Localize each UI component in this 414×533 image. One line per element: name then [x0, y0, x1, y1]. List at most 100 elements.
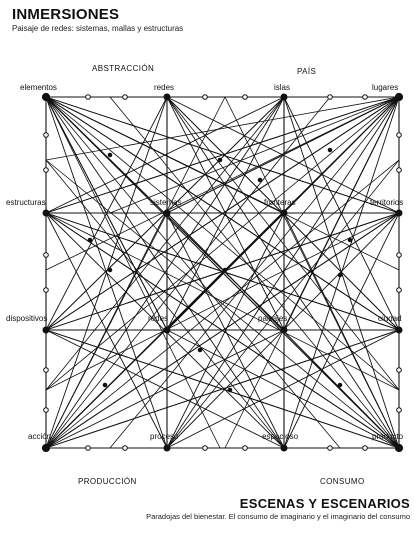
- edge: [45, 159, 285, 449]
- node-label-redes: redes: [154, 83, 175, 92]
- node-label-islas: islas: [274, 83, 291, 92]
- small-node: [43, 367, 49, 373]
- edge: [166, 96, 400, 449]
- node-label-paisajes: paisajes: [258, 314, 288, 323]
- small-node: [396, 287, 402, 293]
- node: [257, 177, 263, 183]
- small-node: [396, 407, 402, 413]
- node: [87, 237, 93, 243]
- edge: [166, 212, 285, 449]
- node: [217, 157, 223, 163]
- group-label-produccion: PRODUCCIÓN: [78, 477, 137, 486]
- edge: [45, 96, 221, 449]
- edge: [166, 159, 400, 449]
- node: [280, 444, 288, 452]
- edge: [45, 329, 400, 449]
- edge: [45, 96, 341, 449]
- small-node: [43, 407, 49, 413]
- node-label-lugares: lugares: [372, 83, 399, 92]
- edge: [45, 96, 226, 449]
- group-label-abstraccion: ABSTRACCIÓN: [92, 64, 155, 73]
- node: [280, 93, 288, 101]
- edge: [45, 96, 285, 391]
- node-label-accion: acción: [28, 432, 52, 441]
- edge: [45, 212, 400, 449]
- node: [280, 326, 288, 334]
- edge: [45, 96, 400, 271]
- node: [41, 443, 51, 453]
- edge: [45, 96, 400, 391]
- edge: [45, 212, 400, 331]
- small-node: [396, 367, 402, 373]
- edge: [224, 96, 400, 449]
- small-node: [85, 94, 91, 100]
- small-node: [362, 94, 368, 100]
- node: [107, 152, 113, 158]
- small-node: [362, 445, 368, 451]
- small-node: [202, 94, 208, 100]
- diagram-title: INMERSIONES: [12, 6, 120, 23]
- node: [102, 382, 108, 388]
- node: [280, 209, 288, 217]
- node-label-fronteras: fronteras: [264, 198, 296, 207]
- node: [395, 326, 403, 334]
- small-node: [85, 445, 91, 451]
- edge: [45, 96, 400, 449]
- node: [394, 443, 404, 453]
- footer-subtitle: Paradojas del bienestar. El consumo de i…: [146, 512, 410, 521]
- node: [222, 267, 228, 273]
- node: [197, 347, 203, 353]
- small-node: [327, 94, 333, 100]
- node: [41, 92, 51, 102]
- node: [227, 387, 233, 393]
- edge: [45, 329, 285, 449]
- node-label-sistemas: sistemas: [150, 198, 182, 207]
- small-node: [396, 132, 402, 138]
- small-node: [242, 445, 248, 451]
- edge: [166, 96, 400, 391]
- node-label-territorios: territorios: [370, 198, 404, 207]
- node: [395, 209, 403, 217]
- edge: [166, 329, 400, 449]
- small-node: [122, 445, 128, 451]
- node-label-redes-mid: redes: [148, 314, 169, 323]
- node: [42, 209, 50, 217]
- edge: [45, 96, 331, 449]
- node-label-ciudad: ciudad: [378, 314, 402, 323]
- node-label-dispositivos: dispositivos: [6, 314, 48, 323]
- small-node: [242, 94, 248, 100]
- node: [163, 444, 171, 452]
- node: [163, 209, 171, 217]
- node: [337, 272, 343, 278]
- small-node: [43, 252, 49, 258]
- diagram-subtitle: Paisaje de redes: sistemas, mallas y est…: [12, 24, 184, 33]
- node-label-producto: producto: [372, 432, 404, 441]
- node-label-proceso: proceso: [150, 432, 179, 441]
- small-node: [396, 167, 402, 173]
- small-node: [43, 167, 49, 173]
- small-node: [43, 287, 49, 293]
- edge: [45, 96, 168, 331]
- small-node: [43, 132, 49, 138]
- node: [163, 93, 171, 101]
- node-label-elementos: elementos: [20, 83, 57, 92]
- edge: [45, 96, 168, 449]
- small-node: [327, 445, 333, 451]
- node: [42, 326, 50, 334]
- edge: [45, 96, 400, 161]
- edge: [45, 96, 400, 214]
- node: [107, 267, 113, 273]
- node: [327, 147, 333, 153]
- node: [163, 326, 171, 334]
- edge: [166, 96, 285, 331]
- edge: [45, 159, 400, 449]
- group-label-consumo: CONSUMO: [320, 477, 365, 486]
- footer-title: ESCENAS Y ESCENARIOS: [239, 496, 410, 511]
- edge: [45, 96, 400, 331]
- node: [394, 92, 404, 102]
- node-label-espacioso: espacioso: [262, 432, 299, 441]
- node: [337, 382, 343, 388]
- edge: [109, 96, 400, 214]
- edge: [45, 212, 400, 391]
